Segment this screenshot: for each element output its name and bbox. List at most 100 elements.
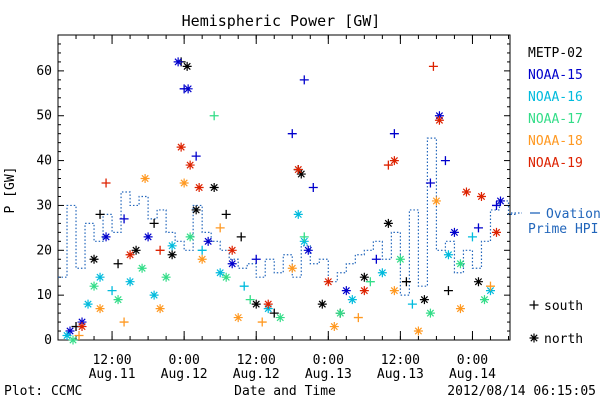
data-markers <box>62 57 505 345</box>
legend-ovation-line1: Ovation <box>546 207 600 222</box>
star-marker <box>83 299 93 309</box>
star-marker <box>182 61 192 71</box>
star-marker <box>443 250 453 260</box>
star-marker <box>263 299 273 309</box>
star-marker <box>251 299 261 309</box>
chart-title: Hemispheric Power [GW] <box>182 12 381 30</box>
star-marker <box>449 227 459 237</box>
plot-credit: Plot: CCMC <box>4 384 82 399</box>
star-marker <box>95 272 105 282</box>
plus-marker <box>191 151 201 161</box>
star-marker <box>68 335 78 345</box>
series-metp-02 <box>71 57 483 332</box>
plus-marker <box>221 209 231 219</box>
plus-marker <box>236 232 246 242</box>
plus-marker <box>467 232 477 242</box>
star-marker <box>95 304 105 314</box>
star-marker <box>179 178 189 188</box>
star-marker <box>455 304 465 314</box>
star-marker <box>303 245 313 255</box>
star-marker <box>167 241 177 251</box>
x-tick-time: 0:00 <box>457 353 488 368</box>
star-marker <box>335 308 345 318</box>
plus-marker <box>353 313 363 323</box>
series-noaa-18 <box>74 174 495 341</box>
x-axis-label: Date and Time <box>234 384 336 399</box>
plus-marker <box>257 317 267 327</box>
star-marker <box>194 183 204 192</box>
x-tick-date: Aug.13 <box>377 367 424 382</box>
star-marker <box>183 84 193 94</box>
star-marker <box>491 227 501 237</box>
plus-marker <box>473 223 483 233</box>
plus-marker <box>245 295 255 305</box>
star-marker <box>359 272 369 282</box>
star-marker <box>341 286 351 296</box>
star-marker <box>137 263 147 273</box>
y-axis: 0 10 20 30 40 50 60 <box>36 43 510 348</box>
legend-north-label: north <box>544 332 583 347</box>
star-marker <box>209 183 219 192</box>
star-marker <box>434 115 444 125</box>
star-marker <box>461 187 471 197</box>
star-marker <box>233 313 243 323</box>
x-tick-time: 12:00 <box>381 353 420 368</box>
plus-marker <box>287 129 297 139</box>
star-marker <box>140 174 150 184</box>
star-marker <box>173 57 183 67</box>
y-tick-label: 30 <box>36 198 52 213</box>
star-marker <box>317 299 327 309</box>
x-axis: 12:00Aug.110:00Aug.1212:00Aug.120:00Aug.… <box>57 35 509 382</box>
plot-frame <box>57 34 511 341</box>
series-noaa-16 <box>62 209 495 341</box>
legend-south-label: south <box>544 299 583 314</box>
star-marker <box>323 277 333 287</box>
star-marker <box>431 196 441 206</box>
plot-timestamp: 2012/08/14 06:15:05 <box>447 384 596 399</box>
star-marker <box>227 259 237 269</box>
star-marker <box>227 245 237 255</box>
star-marker <box>296 169 306 179</box>
star-marker <box>125 277 135 287</box>
plus-marker <box>269 308 279 318</box>
x-tick-date: Aug.13 <box>305 367 352 382</box>
plus-marker <box>197 245 207 255</box>
legend: METP-02 NOAA-15 NOAA-16 NOAA-17 NOAA-18 NOAA-… <box>511 46 600 347</box>
y-tick-label: 10 <box>36 288 52 303</box>
star-marker <box>131 245 141 255</box>
plus-marker <box>425 178 435 188</box>
legend-noaa-17: NOAA-17 <box>528 112 583 127</box>
star-marker <box>149 290 159 300</box>
plus-marker <box>239 281 249 291</box>
star-marker <box>167 250 177 260</box>
plus-marker <box>155 245 165 255</box>
x-tick-date: Aug.12 <box>233 367 280 382</box>
legend-ovation-line2: Prime HPI <box>528 222 598 237</box>
legend-noaa-16: NOAA-16 <box>528 90 583 105</box>
plus-marker <box>209 111 219 121</box>
star-marker <box>529 333 539 343</box>
plus-marker <box>485 281 495 291</box>
star-marker <box>191 205 201 215</box>
plus-marker <box>407 299 417 309</box>
star-marker <box>455 259 465 269</box>
star-marker <box>113 295 123 305</box>
series-noaa-19 <box>77 61 501 332</box>
plus-marker <box>107 286 117 296</box>
plus-marker <box>119 214 129 224</box>
star-marker <box>476 191 486 201</box>
star-marker <box>389 156 399 166</box>
y-tick-label: 20 <box>36 243 52 258</box>
y-tick-label: 0 <box>44 333 52 348</box>
plus-marker <box>529 300 539 310</box>
plus-marker <box>428 61 438 71</box>
plus-marker <box>119 317 129 327</box>
legend-noaa-15: NOAA-15 <box>528 68 583 83</box>
star-marker <box>155 304 165 314</box>
star-marker <box>383 218 393 228</box>
x-tick-time: 0:00 <box>168 353 199 368</box>
x-tick-time: 0:00 <box>313 353 344 368</box>
x-tick-time: 12:00 <box>237 353 276 368</box>
star-marker <box>185 232 195 242</box>
